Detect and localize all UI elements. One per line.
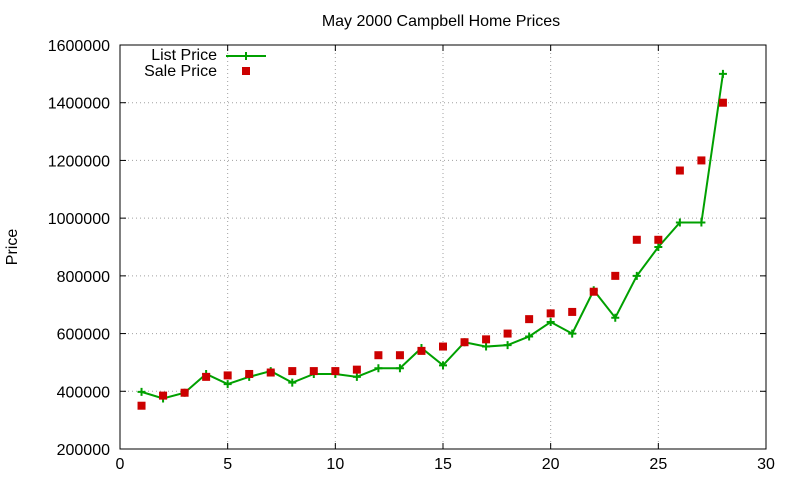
list-price-point [675, 218, 684, 227]
x-tick-label: 20 [542, 456, 560, 473]
x-tick-label: 30 [757, 456, 775, 473]
legend-marker-sale-price [242, 67, 250, 75]
y-tick-label: 1000000 [48, 211, 110, 228]
y-axis-label: Price [4, 229, 21, 266]
sale-price-point [374, 351, 383, 360]
sale-price-point [568, 307, 577, 316]
list-price-point [546, 318, 555, 327]
sale-price-point [439, 342, 447, 351]
legend-marker-list-price [242, 52, 250, 60]
sale-price-point [611, 271, 620, 280]
y-tick-label: 1600000 [48, 38, 110, 55]
list-price-point [654, 243, 663, 251]
sale-price-point [697, 156, 706, 165]
list-price-point [568, 329, 577, 338]
list-price-point [718, 69, 727, 78]
axes: 0 5 10 15 20 25 30 200000 400000 600000 800000 1000… [48, 38, 775, 473]
list-price-point [395, 364, 404, 373]
sale-price-point [159, 391, 168, 400]
list-price-point [374, 364, 383, 373]
sale-price-point [417, 346, 426, 355]
sale-price-point [202, 372, 211, 381]
sale-price-point [525, 315, 534, 324]
sale-price-point [654, 235, 663, 244]
sale-price-point [223, 371, 232, 380]
y-tick-label: 400000 [57, 384, 110, 401]
x-tick-label: 0 [116, 456, 125, 473]
series [137, 69, 727, 410]
sale-price-point [395, 351, 404, 360]
list-price-point [503, 341, 512, 350]
sale-price-point [675, 166, 684, 175]
list-price-point [697, 218, 706, 227]
list-price-point [288, 378, 297, 387]
y-tick-label: 800000 [57, 269, 110, 286]
y-tick-label: 1400000 [48, 96, 110, 113]
sale-price-point [632, 235, 641, 244]
y-tick-label: 1200000 [48, 153, 110, 170]
sale-price-point [460, 338, 469, 347]
sale-price-point [309, 367, 318, 376]
list-price-point [632, 271, 641, 280]
sale-price-point [245, 369, 254, 378]
list-price-point [439, 361, 447, 370]
list-price-line [141, 73, 724, 400]
y-tick-label: 200000 [57, 442, 110, 459]
y-tick-label: 600000 [57, 327, 110, 344]
sale-price-point [288, 367, 297, 376]
list-price-point [482, 342, 491, 351]
x-tick-label: 25 [649, 456, 667, 473]
x-tick-label: 15 [434, 456, 452, 473]
sale-price-point [137, 401, 146, 410]
list-price-point [525, 332, 534, 341]
list-price-point [611, 313, 620, 322]
x-tick-label: 10 [326, 456, 344, 473]
plot-border [119, 44, 767, 450]
sale-price-point [589, 287, 598, 296]
legend-label-sale-price: Sale Price [144, 63, 217, 80]
sale-price-point [266, 368, 275, 377]
sale-price-point [331, 367, 340, 376]
sale-price-point [180, 388, 189, 397]
legend-label-list-price: List Price [151, 47, 217, 64]
list-price-point [137, 387, 146, 396]
list-price-point [352, 372, 361, 381]
sale-price-point [546, 309, 555, 318]
list-price-point [223, 380, 232, 389]
sale-price-point [503, 329, 512, 338]
x-tick-label: 5 [223, 456, 232, 473]
sale-price-point [718, 98, 727, 107]
sale-price-point [482, 335, 491, 344]
sale-price-point [352, 365, 361, 374]
chart-title: May 2000 Campbell Home Prices [322, 13, 560, 30]
